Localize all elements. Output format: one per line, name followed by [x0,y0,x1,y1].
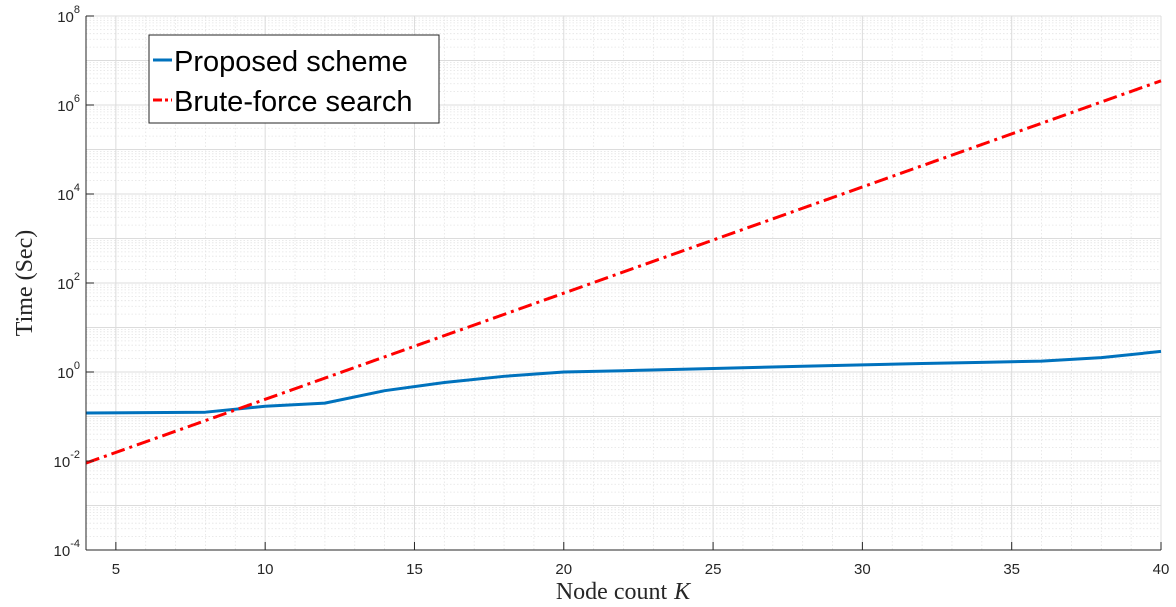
x-tick-label: 25 [705,561,722,578]
y-tick-label-exponent: 6 [74,93,80,105]
y-tick-label-base: 10 [57,276,74,293]
x-tick-label: 35 [1003,561,1020,578]
x-tick-label: 5 [112,561,120,578]
legend-label-1: Brute-force search [174,86,413,118]
legend: Proposed scheme Brute-force search [148,34,440,124]
y-tick-label: 104 [57,182,80,204]
series-line-proposed-scheme [85,349,1162,415]
x-tick-label: 30 [854,561,871,578]
y-tick-label-exponent: 8 [74,4,80,16]
axes-layer [85,15,1162,551]
y-tick-label-base: 10 [57,9,74,26]
x-axis-title: Node count K [556,579,692,605]
x-tick-label: 40 [1153,561,1170,578]
y-tick-label-exponent: -2 [70,449,80,461]
x-tick-label: 20 [555,561,572,578]
x-tick-label: 10 [257,561,274,578]
y-tick-label-exponent: 0 [74,360,80,372]
y-axis-title: Time (Sec) [12,230,38,336]
y-tick-label-exponent: 4 [74,182,80,194]
series-line-brute-force-search [85,79,1162,465]
y-tick-label: 100 [57,360,80,382]
y-tick-label-base: 10 [54,543,71,560]
y-tick-label: 10-4 [54,538,80,560]
x-axis-title-variable: K [673,579,692,605]
y-tick-label-base: 10 [57,365,74,382]
x-tick-label: 15 [406,561,423,578]
y-tick-label-exponent: -4 [70,538,80,550]
y-tick-label: 106 [57,93,80,115]
y-tick-label-base: 10 [54,454,71,471]
y-tick-label-base: 10 [57,98,74,115]
y-tick-label-exponent: 2 [74,271,80,283]
x-axis-title-text: Node count [556,579,668,605]
y-tick-label: 108 [57,4,80,26]
y-tick-label-base: 10 [57,187,74,204]
legend-label-0: Proposed scheme [174,46,408,78]
y-tick-label: 102 [57,271,80,293]
legend-box [148,34,440,124]
series-layer [85,79,1162,465]
y-tick-label: 10-2 [54,449,80,471]
